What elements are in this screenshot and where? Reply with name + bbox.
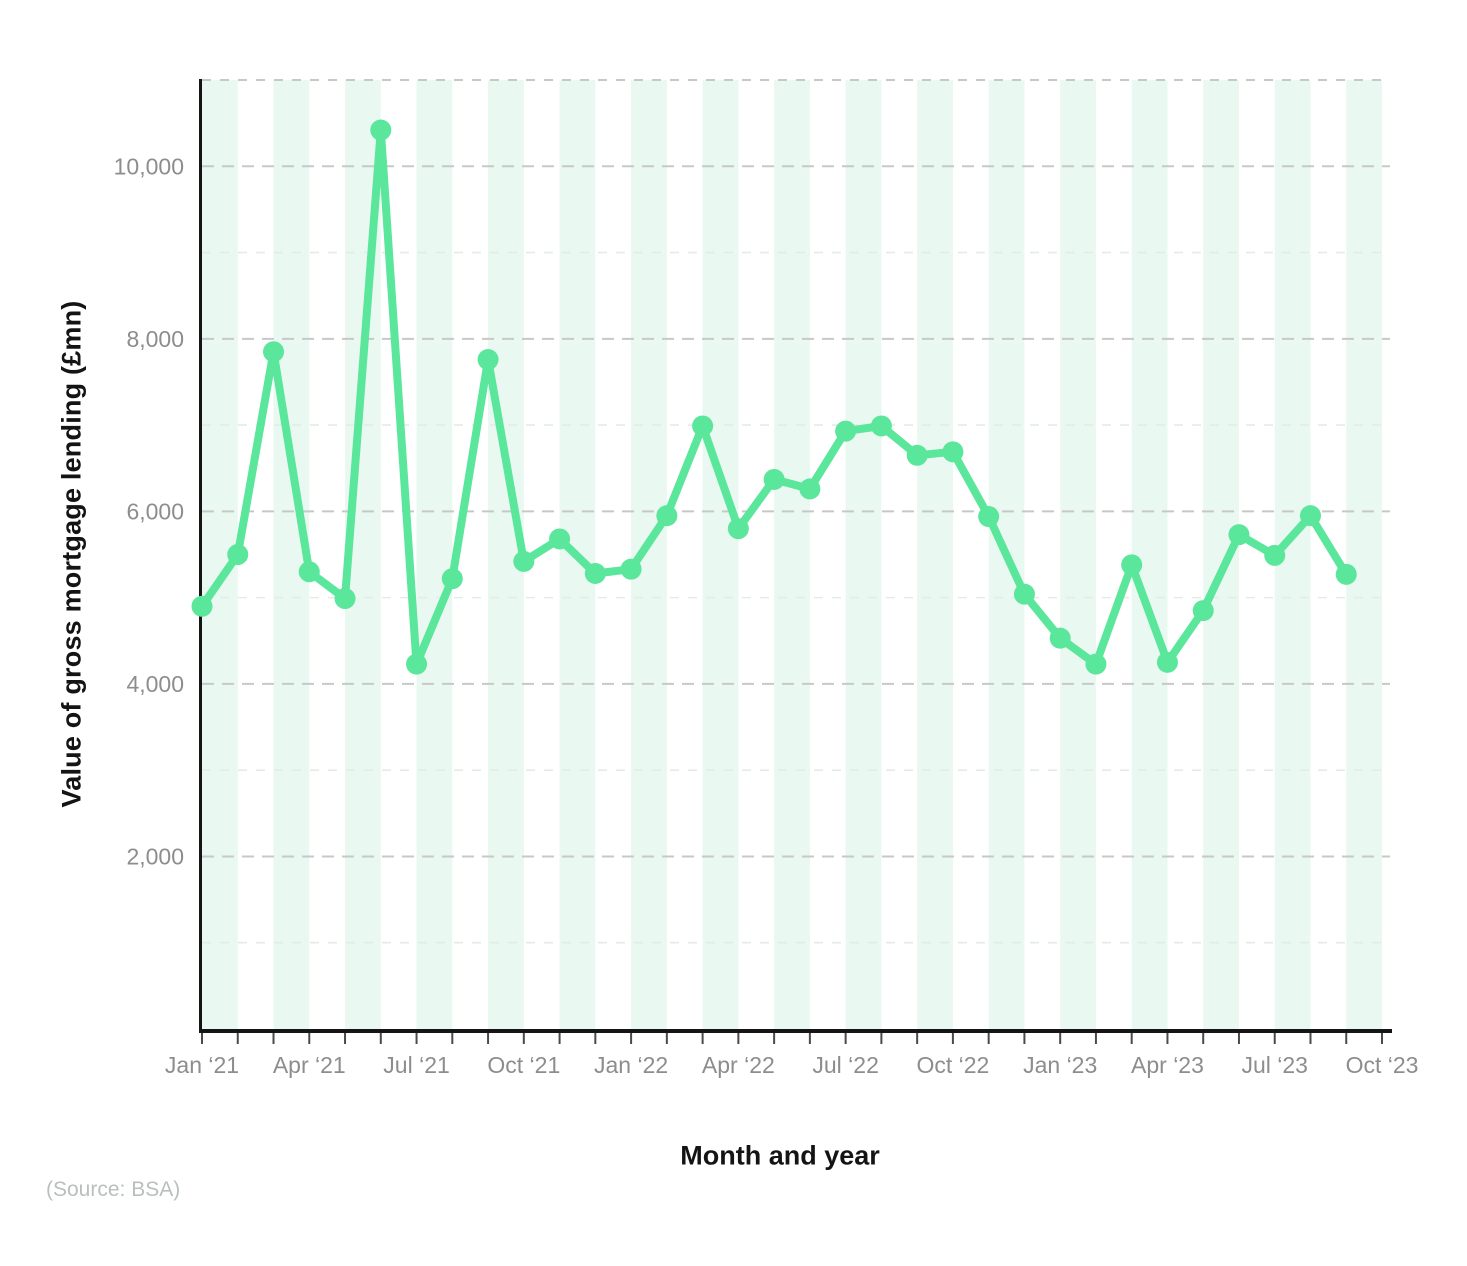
data-point — [513, 550, 535, 572]
month-stripe — [1346, 80, 1382, 1029]
x-axis-title: Month and year — [680, 1140, 880, 1171]
x-tick-label: Oct ‘22 — [916, 1052, 989, 1078]
y-axis-title: Value of gross mortgage lending (£mn) — [56, 300, 87, 808]
data-point — [978, 506, 1000, 528]
x-tick-label: Jul ‘22 — [812, 1052, 878, 1078]
data-point — [406, 653, 428, 675]
data-point — [942, 441, 964, 463]
x-tick-label: Apr ‘22 — [702, 1052, 775, 1078]
month-stripe — [416, 80, 453, 1029]
month-stripe — [702, 80, 739, 1029]
data-point — [835, 420, 857, 442]
data-point — [1049, 627, 1071, 649]
y-tick-label: 10,000 — [114, 153, 184, 179]
data-point — [441, 568, 463, 590]
data-point — [1121, 554, 1143, 576]
data-point — [1299, 505, 1321, 527]
data-point — [191, 595, 213, 617]
x-tick-label: Jul ‘23 — [1241, 1052, 1307, 1078]
month-stripe — [917, 80, 953, 1029]
x-tick-label: Jan ‘21 — [165, 1052, 239, 1078]
month-stripe — [1131, 80, 1168, 1029]
data-point — [477, 349, 499, 371]
x-tick-label: Oct ‘21 — [487, 1052, 560, 1078]
data-point — [799, 478, 821, 500]
data-point — [656, 505, 678, 527]
data-point — [1085, 653, 1107, 675]
data-point — [1228, 524, 1250, 546]
data-point — [1192, 600, 1214, 622]
data-point — [1013, 583, 1035, 605]
data-point — [298, 561, 320, 583]
data-point — [620, 558, 642, 580]
data-point — [263, 341, 285, 363]
y-tick-label: 2,000 — [126, 843, 184, 869]
data-point — [906, 444, 928, 466]
data-point — [227, 544, 249, 565]
source-note: (Source: BSA) — [46, 1178, 181, 1201]
y-tick-label: 6,000 — [126, 498, 184, 524]
data-point — [1335, 563, 1357, 585]
data-point — [549, 528, 571, 550]
data-point — [727, 518, 749, 540]
x-tick-label: Jan ‘23 — [1023, 1052, 1097, 1078]
data-point — [870, 415, 892, 437]
month-stripe — [845, 80, 882, 1029]
y-tick-label: 8,000 — [126, 326, 184, 352]
x-tick-label: Jul ‘21 — [383, 1052, 449, 1078]
data-point — [334, 587, 356, 609]
month-stripe — [774, 80, 810, 1029]
data-point — [1264, 544, 1286, 566]
x-tick-label: Apr ‘23 — [1131, 1052, 1204, 1078]
x-tick-label: Oct ‘23 — [1346, 1052, 1419, 1078]
data-point — [692, 415, 714, 437]
y-tick-label: 4,000 — [126, 671, 184, 697]
x-tick-label: Jan ‘22 — [594, 1052, 668, 1078]
x-tick-label: Apr ‘21 — [273, 1052, 346, 1078]
data-point — [584, 562, 606, 584]
data-point — [1156, 651, 1178, 673]
data-point — [370, 119, 392, 141]
data-point — [763, 468, 785, 490]
month-stripe — [1060, 80, 1096, 1029]
